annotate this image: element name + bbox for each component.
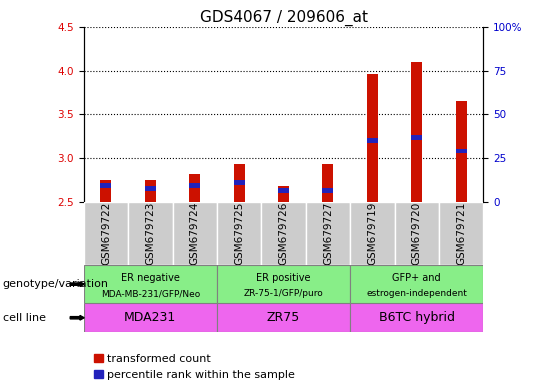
Text: estrogen-independent: estrogen-independent (366, 289, 467, 298)
Bar (217, 202, 261, 265)
Bar (278, 188, 289, 193)
Text: ER negative: ER negative (121, 273, 180, 283)
Bar (100, 184, 111, 188)
Bar (350, 303, 483, 332)
Text: genotype/variation: genotype/variation (3, 279, 109, 289)
Bar (350, 265, 483, 303)
Bar (439, 202, 483, 265)
Bar (189, 174, 200, 202)
Bar (84, 202, 128, 265)
Text: GSM679722: GSM679722 (101, 202, 111, 265)
Bar (84, 303, 217, 332)
Bar (306, 202, 350, 265)
Bar (234, 164, 245, 202)
Bar (100, 180, 111, 202)
Bar (261, 202, 306, 265)
Bar (172, 202, 217, 265)
Bar (278, 186, 289, 202)
Bar (367, 138, 378, 143)
Text: GSM679719: GSM679719 (367, 202, 377, 265)
Title: GDS4067 / 209606_at: GDS4067 / 209606_at (199, 9, 368, 25)
Text: cell line: cell line (3, 313, 46, 323)
Text: ER positive: ER positive (256, 273, 310, 283)
Bar (84, 265, 217, 303)
Text: MDA231: MDA231 (124, 311, 177, 324)
Bar (128, 202, 172, 265)
Text: GSM679725: GSM679725 (234, 202, 244, 265)
Text: GSM679726: GSM679726 (279, 202, 288, 265)
Bar (367, 74, 378, 202)
Bar (217, 265, 350, 303)
Bar (456, 101, 467, 202)
Legend: transformed count, percentile rank within the sample: transformed count, percentile rank withi… (89, 349, 299, 384)
Text: GSM679720: GSM679720 (411, 202, 422, 265)
Text: GSM679727: GSM679727 (323, 202, 333, 265)
Text: MDA-MB-231/GFP/Neo: MDA-MB-231/GFP/Neo (100, 289, 200, 298)
Bar (145, 180, 156, 202)
Bar (411, 136, 422, 140)
Bar (217, 303, 350, 332)
Text: ZR-75-1/GFP/puro: ZR-75-1/GFP/puro (244, 289, 323, 298)
Text: GSM679723: GSM679723 (145, 202, 156, 265)
Text: GSM679724: GSM679724 (190, 202, 200, 265)
Bar (322, 164, 334, 202)
Bar (322, 188, 334, 193)
Text: GSM679721: GSM679721 (456, 202, 466, 265)
Bar (350, 202, 395, 265)
Bar (395, 202, 439, 265)
Text: B6TC hybrid: B6TC hybrid (379, 311, 455, 324)
Bar (456, 149, 467, 153)
Text: ZR75: ZR75 (267, 311, 300, 324)
Bar (234, 180, 245, 185)
Bar (145, 186, 156, 191)
Bar (411, 62, 422, 202)
Bar (189, 184, 200, 188)
Text: GFP+ and: GFP+ and (393, 273, 441, 283)
